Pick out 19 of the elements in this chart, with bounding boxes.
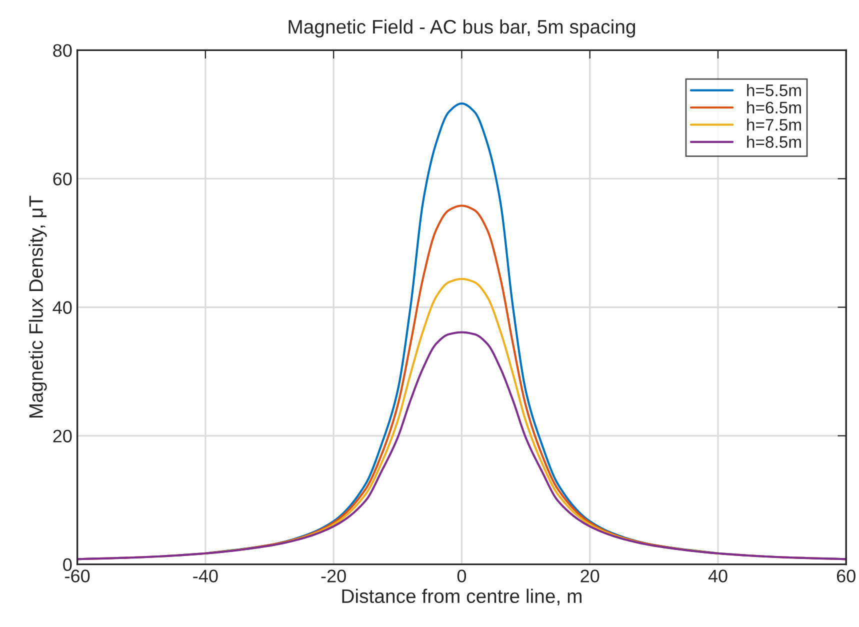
y-tick-label: 20 [53,430,72,442]
x-tick-label: -40 [193,570,218,582]
chart-title: Magnetic Field - AC bus bar, 5m spacing [288,19,636,38]
legend-label: h=8.5m [747,136,801,148]
legend-label: h=7.5m [747,118,801,131]
x-tick-label: -60 [65,570,90,582]
x-axis-title: Distance from centre line, m [342,588,582,606]
x-tick-label: 60 [836,570,856,582]
x-tick-label: 20 [580,570,600,582]
y-tick-label: 0 [63,558,72,572]
y-axis-title: Magnetic Flux Density, μT [28,196,47,418]
y-tick-label: 60 [53,172,72,186]
legend-label: h=5.5m [747,84,801,96]
legend-label: h=6.5m [747,101,801,114]
x-tick-label: 40 [708,570,728,582]
y-tick-label: 80 [53,44,72,57]
x-tick-label: -20 [321,570,346,582]
y-tick-label: 40 [52,301,72,314]
x-tick-label: 0 [457,570,466,582]
